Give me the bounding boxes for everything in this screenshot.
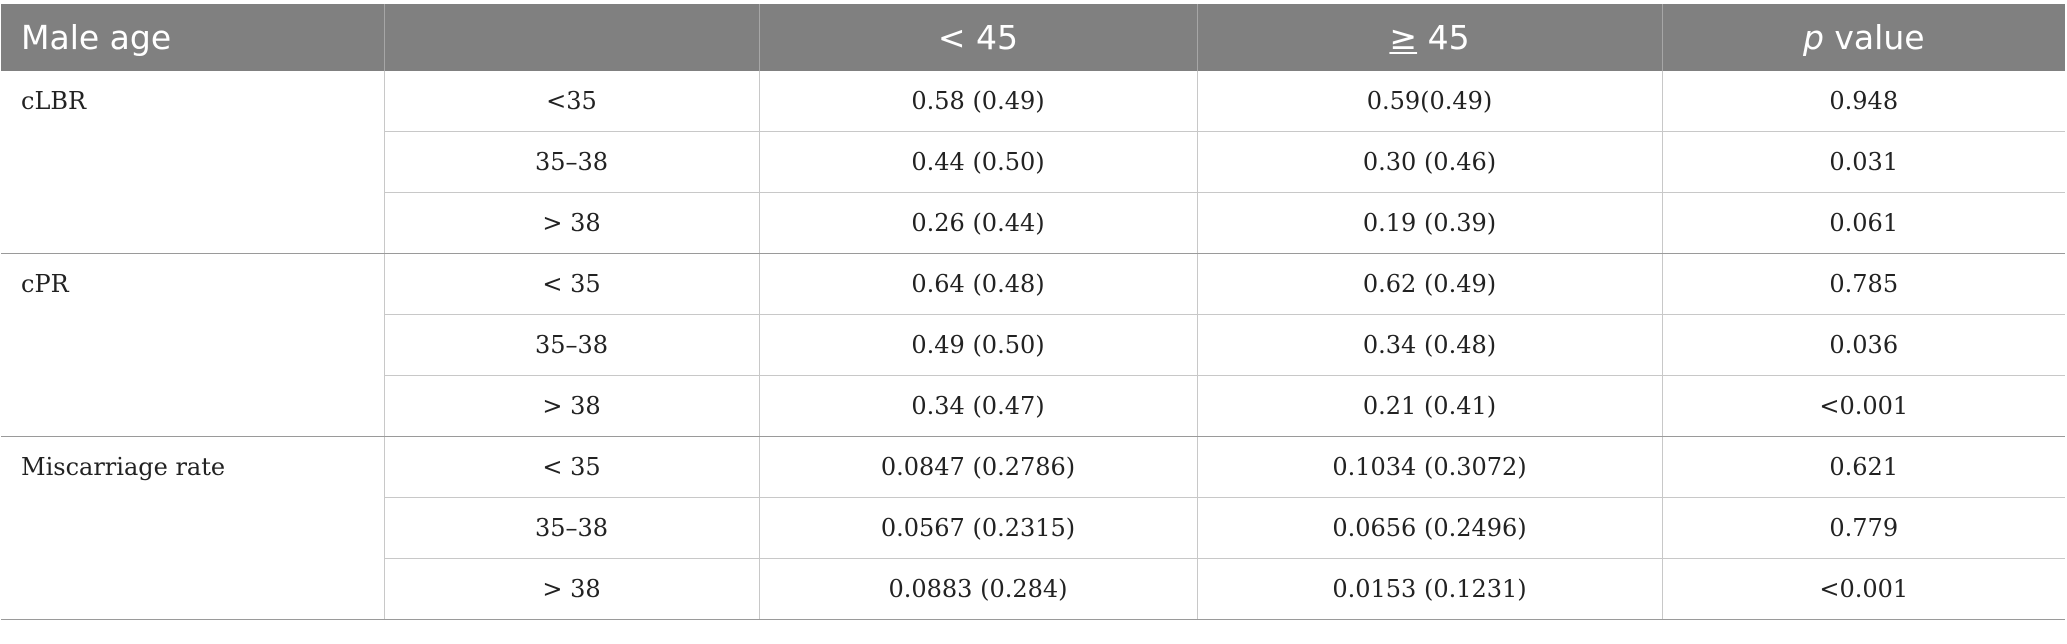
lt45-cell: 0.0567 (0.2315) [759, 497, 1198, 559]
age-cell: > 38 [384, 558, 760, 620]
header-p-rest: value [1823, 18, 1925, 57]
results-table-container: Male age < 45 ≥ 45 p value cLBR <35 0.58… [1, 4, 2065, 620]
ge45-cell: 0.30 (0.46) [1197, 131, 1663, 193]
lt45-cell: 0.34 (0.47) [759, 375, 1198, 437]
table-row: 35–38 0.49 (0.50) 0.34 (0.48) 0.036 [1, 314, 2065, 376]
p-value-cell: <0.001 [1662, 558, 2065, 620]
table-row: 35–38 0.0567 (0.2315) 0.0656 (0.2496) 0.… [1, 497, 2065, 559]
lt45-cell: 0.0883 (0.284) [759, 558, 1198, 620]
header-ge45-value: 45 [1417, 18, 1470, 57]
lt45-cell: 0.49 (0.50) [759, 314, 1198, 376]
p-value-cell: 0.036 [1662, 314, 2065, 376]
header-ge45-symbol: ≥ [1389, 18, 1418, 57]
table-row: > 38 0.0883 (0.284) 0.0153 (0.1231) <0.0… [1, 558, 2065, 620]
results-table: Male age < 45 ≥ 45 p value cLBR <35 0.58… [1, 4, 2065, 620]
lt45-cell: 0.0847 (0.2786) [759, 436, 1198, 498]
table-row: cLBR <35 0.58 (0.49) 0.59(0.49) 0.948 [1, 71, 2065, 254]
table-row: Miscarriage rate < 35 0.0847 (0.2786) 0.… [1, 436, 2065, 620]
age-cell: < 35 [384, 436, 760, 498]
lt45-cell: 0.64 (0.48) [759, 253, 1198, 315]
header-ge45: ≥ 45 [1197, 4, 1663, 71]
age-cell: 35–38 [384, 314, 760, 376]
ge45-cell: 0.0153 (0.1231) [1197, 558, 1663, 620]
age-cell: 35–38 [384, 497, 760, 559]
p-value-cell: 0.031 [1662, 131, 2065, 193]
p-value-cell: 0.948 [1662, 71, 2065, 132]
age-cell: > 38 [384, 375, 760, 437]
p-value-cell: 0.779 [1662, 497, 2065, 559]
header-lt45: < 45 [759, 4, 1198, 71]
header-male-age: Male age [1, 4, 385, 71]
ge45-cell: 0.1034 (0.3072) [1197, 436, 1663, 498]
group-label-miscarriage-rate: Miscarriage rate [1, 436, 385, 620]
header-row: Male age < 45 ≥ 45 p value [1, 4, 2065, 71]
lt45-cell: 0.58 (0.49) [759, 71, 1198, 132]
age-cell: 35–38 [384, 131, 760, 193]
table-row: cPR < 35 0.64 (0.48) 0.62 (0.49) 0.785 [1, 253, 2065, 437]
table-header: Male age < 45 ≥ 45 p value [1, 4, 2065, 71]
group-label-clbr: cLBR [1, 71, 385, 254]
group-label-cpr: cPR [1, 253, 385, 437]
p-value-cell: <0.001 [1662, 375, 2065, 437]
lt45-cell: 0.26 (0.44) [759, 192, 1198, 254]
ge45-cell: 0.59(0.49) [1197, 71, 1663, 132]
p-value-cell: 0.621 [1662, 436, 2065, 498]
ge45-cell: 0.19 (0.39) [1197, 192, 1663, 254]
ge45-cell: 0.34 (0.48) [1197, 314, 1663, 376]
header-blank [384, 4, 760, 71]
header-p-italic: p [1802, 18, 1824, 57]
table-row: > 38 0.26 (0.44) 0.19 (0.39) 0.061 [1, 192, 2065, 254]
p-value-cell: 0.061 [1662, 192, 2065, 254]
age-cell: < 35 [384, 253, 760, 315]
table-body: cLBR <35 0.58 (0.49) 0.59(0.49) 0.948 35… [1, 71, 2065, 620]
ge45-cell: 0.62 (0.49) [1197, 253, 1663, 315]
p-value-cell: 0.785 [1662, 253, 2065, 315]
header-p-value: p value [1662, 4, 2065, 71]
ge45-cell: 0.21 (0.41) [1197, 375, 1663, 437]
table-row: 35–38 0.44 (0.50) 0.30 (0.46) 0.031 [1, 131, 2065, 193]
table-row: > 38 0.34 (0.47) 0.21 (0.41) <0.001 [1, 375, 2065, 437]
ge45-cell: 0.0656 (0.2496) [1197, 497, 1663, 559]
age-cell: > 38 [384, 192, 760, 254]
lt45-cell: 0.44 (0.50) [759, 131, 1198, 193]
age-cell: <35 [384, 71, 760, 132]
